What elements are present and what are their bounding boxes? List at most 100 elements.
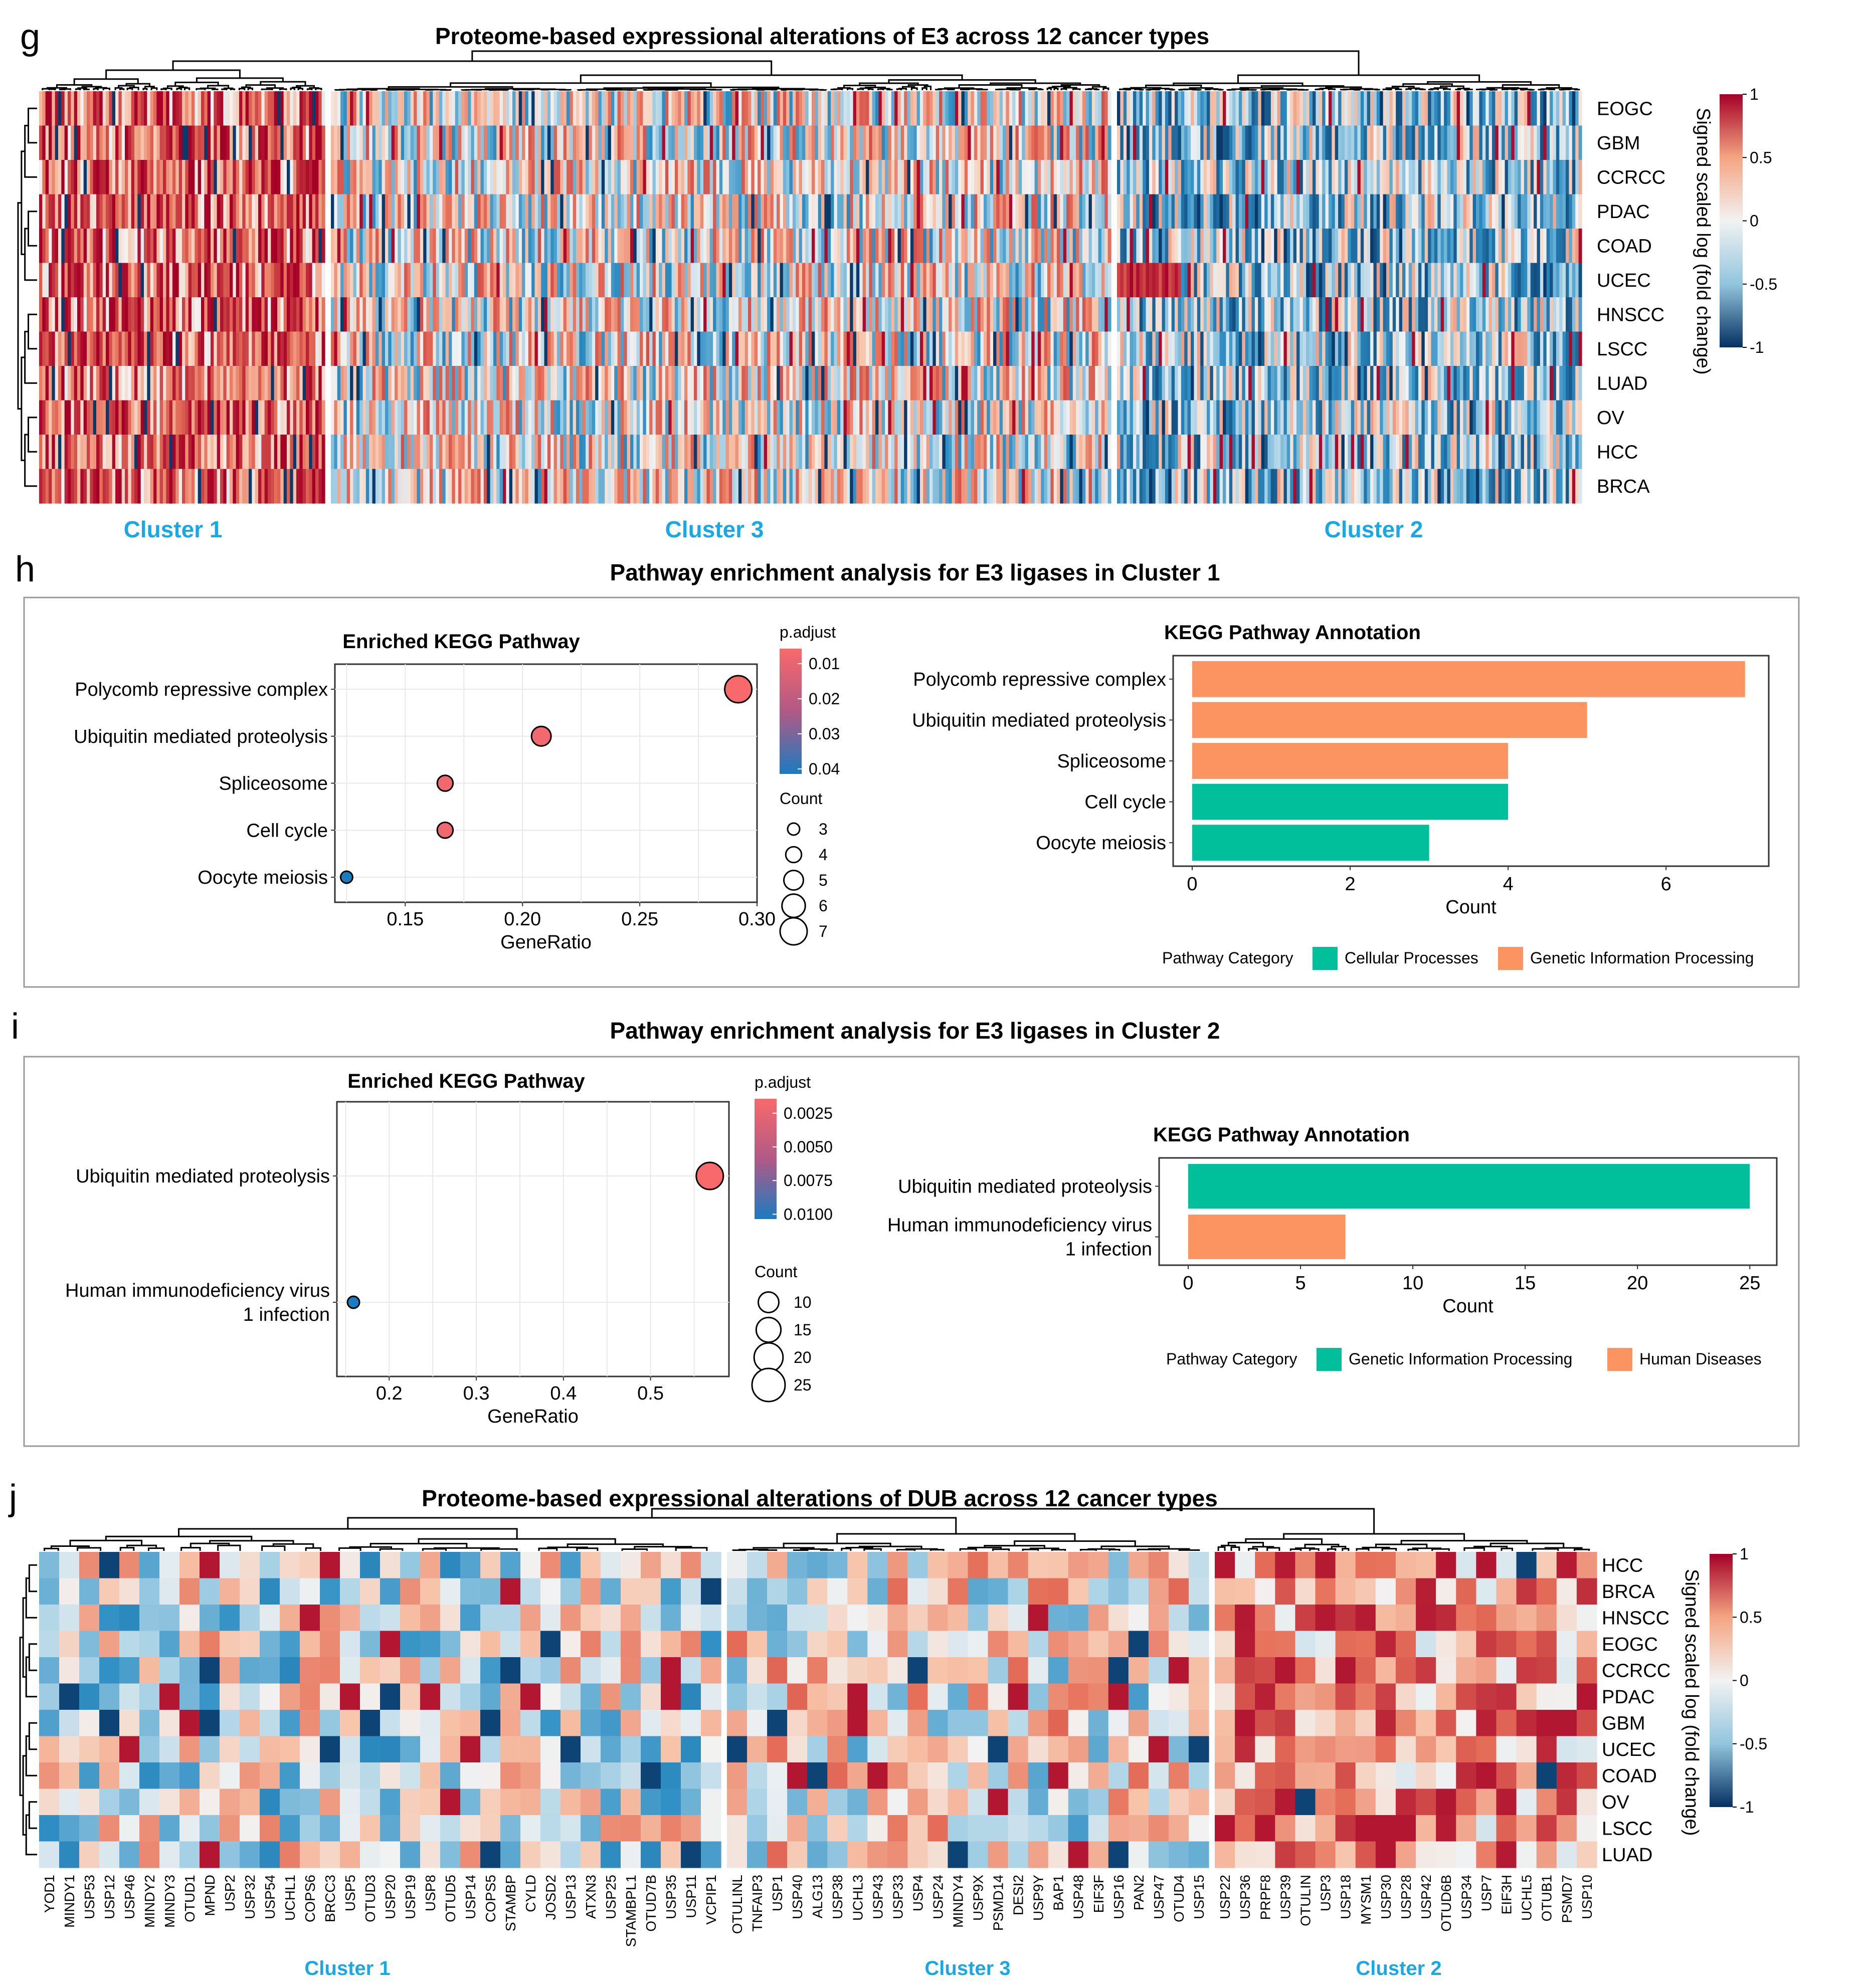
heatmap-cell: [64, 229, 68, 264]
heatmap-cell: [39, 91, 43, 126]
heatmap-cell: [566, 435, 570, 470]
heatmap-cell: [1245, 469, 1249, 504]
heatmap-cell: [153, 435, 157, 470]
heatmap-cell: [1267, 229, 1271, 264]
heatmap-cell: [1373, 125, 1377, 160]
heatmap-cell: [299, 91, 303, 126]
heatmap-cell: [480, 229, 484, 264]
heatmap-cell: [144, 194, 147, 229]
heatmap-cell: [1066, 194, 1070, 229]
heatmap-cell: [1351, 297, 1355, 332]
heatmap-cell: [1088, 229, 1092, 264]
heatmap-cell: [929, 366, 933, 401]
heatmap-cell: [1367, 435, 1371, 470]
heatmap-cell: [796, 366, 800, 401]
heatmap-cell: [1290, 91, 1294, 126]
heatmap-cell: [1210, 194, 1214, 229]
heatmap-cell: [1037, 297, 1041, 332]
heatmap-cell: [1351, 331, 1355, 366]
heatmap-cell: [239, 366, 243, 401]
heatmap-cell: [1213, 160, 1217, 195]
heatmap-cell: [230, 366, 233, 401]
heatmap-cell: [919, 400, 923, 435]
heatmap-cell: [429, 297, 433, 332]
heatmap-cell: [640, 125, 643, 160]
heatmap-cell: [1006, 469, 1010, 504]
heatmap-cell: [331, 297, 334, 332]
heatmap-cell: [233, 263, 237, 298]
heatmap-cell: [1003, 263, 1007, 298]
heatmap-cell: [452, 331, 456, 366]
heatmap-cell: [353, 331, 357, 366]
heatmap-cell: [987, 435, 991, 470]
heatmap-cell: [68, 331, 71, 366]
heatmap-cell: [379, 400, 383, 435]
heatmap-cell: [55, 229, 59, 264]
heatmap-cell: [112, 366, 116, 401]
heatmap-cell: [576, 91, 580, 126]
heatmap-cell: [452, 400, 456, 435]
heatmap-cell: [1063, 229, 1067, 264]
heatmap-cell: [134, 435, 138, 470]
heatmap-cell: [640, 263, 643, 298]
heatmap-cell: [1251, 263, 1255, 298]
heatmap-cell: [916, 435, 920, 470]
heatmap-cell: [843, 400, 847, 435]
heatmap-cell: [725, 160, 729, 195]
heatmap-cell: [850, 194, 854, 229]
heatmap-cell: [611, 435, 615, 470]
heatmap-cell: [977, 263, 981, 298]
heatmap-cell: [1219, 229, 1223, 264]
heatmap-cell: [573, 229, 577, 264]
heatmap-cell: [687, 263, 691, 298]
heatmap-cell: [534, 469, 538, 504]
heatmap-cell: [1277, 366, 1281, 401]
heatmap-cell: [398, 125, 402, 160]
heatmap-cell: [1155, 297, 1159, 332]
heatmap-cell: [968, 297, 972, 332]
heatmap-cell: [1238, 263, 1242, 298]
heatmap-cell: [792, 366, 796, 401]
heatmap-cell: [264, 91, 268, 126]
heatmap-cell: [649, 194, 653, 229]
heatmap-cell: [786, 435, 790, 470]
heatmap-cell: [372, 91, 376, 126]
heatmap-cell: [678, 400, 682, 435]
heatmap-cell: [1299, 125, 1303, 160]
heatmap-cell: [1031, 297, 1035, 332]
heatmap-cell: [1044, 125, 1048, 160]
heatmap-cell: [611, 91, 615, 126]
heatmap-cell: [195, 91, 199, 126]
heatmap-cell: [850, 435, 854, 470]
heatmap-cell: [709, 435, 713, 470]
heatmap-cell: [45, 160, 49, 195]
heatmap-cell: [1264, 435, 1268, 470]
heatmap-cell: [410, 229, 414, 264]
heatmap-cell: [897, 297, 901, 332]
heatmap-cell: [499, 366, 503, 401]
heatmap-cell: [936, 194, 940, 229]
heatmap-cell: [1261, 400, 1265, 435]
heatmap-cell: [872, 366, 876, 401]
heatmap-cell: [1060, 229, 1064, 264]
heatmap-cell: [576, 435, 580, 470]
heatmap-cell: [620, 331, 624, 366]
heatmap-cell: [958, 469, 962, 504]
heatmap-cell: [630, 400, 634, 435]
heatmap-cell: [192, 366, 195, 401]
heatmap-cell: [1364, 263, 1368, 298]
heatmap-cell: [90, 263, 94, 298]
heatmap-cell: [980, 400, 984, 435]
heatmap-cell: [188, 400, 192, 435]
heatmap-cell: [1003, 435, 1007, 470]
heatmap-cell: [732, 160, 736, 195]
heatmap-cell: [617, 229, 621, 264]
heatmap-cell: [1354, 125, 1358, 160]
heatmap-cell: [633, 263, 637, 298]
heatmap-cell: [1015, 194, 1019, 229]
heatmap-cell: [971, 469, 975, 504]
heatmap-cell: [1245, 263, 1249, 298]
heatmap-cell: [713, 194, 717, 229]
heatmap-cell: [1335, 263, 1339, 298]
heatmap-cell: [474, 400, 478, 435]
